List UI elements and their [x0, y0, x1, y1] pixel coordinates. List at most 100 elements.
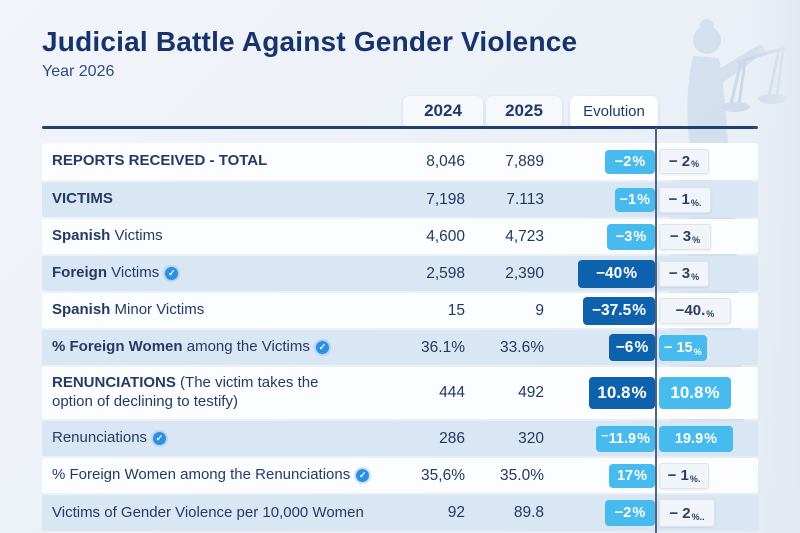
row-label: REPORTS RECEIVED - TOTAL — [42, 152, 403, 171]
value-2024: 2,598 — [426, 264, 465, 282]
evolution-cell-primary: −6% — [562, 334, 656, 361]
evolution-badge-primary: −2% — [605, 500, 655, 526]
value-2025: 9 — [535, 301, 544, 319]
value-2024: 444 — [439, 384, 465, 401]
evolution-cell-secondary: − 1%. — [656, 186, 758, 213]
row-label-bold: VICTIMS — [52, 190, 113, 208]
table-row: Foreign Victims ✓ 2,598 2,390 −40% − 3% — [42, 256, 758, 291]
table-row: % Foreign Women among the Victims ✓ 36.1%… — [42, 330, 758, 365]
info-icon[interactable]: ✓ — [153, 431, 167, 445]
row-label-bold: Spanish — [52, 227, 111, 245]
row-label-text: Victims — [110, 227, 163, 245]
value-2025: 33.6% — [500, 338, 544, 356]
evolution-cell-secondary: − 2% — [656, 149, 758, 174]
evolution-cell-primary: −1% — [562, 187, 656, 212]
evolution-cell-secondary: − 2%.. — [656, 499, 758, 527]
evolution-cell-primary: ⁻11.9% — [562, 425, 656, 452]
value-2024: 286 — [439, 429, 465, 447]
row-label-text: Minor Victims — [110, 301, 205, 319]
value-2025: 7.113 — [506, 190, 544, 208]
row-label: Spanish Victims — [42, 227, 403, 246]
evolution-cell-secondary: 19.9% — [656, 425, 758, 452]
row-label-text: % Foreign Women among the Renunciations — [52, 466, 351, 484]
evolution-badge-secondary: − 2% — [659, 149, 709, 174]
value-2024: 4,600 — [426, 227, 465, 245]
evolution-badge-secondary: 19.9% — [659, 425, 733, 452]
evolution-cell-secondary: −40.% — [656, 297, 758, 324]
evolution-badge-primary: −1% — [614, 187, 655, 212]
evolution-cell-secondary: − 3% — [656, 223, 758, 250]
table-body: REPORTS RECEIVED - TOTAL 8,046 7,889 −2%… — [42, 129, 758, 531]
table-row: RENUNCIATIONS (The victim takes the opti… — [42, 367, 758, 419]
evolution-cell-secondary: − 15% — [656, 334, 758, 361]
row-label: VICTIMS — [42, 190, 403, 209]
table-row: Spanish Victims 4,600 4,723 −3% − 3% — [42, 219, 758, 254]
row-label-text: among the Victims — [182, 338, 310, 356]
row-label-bold: Spanish — [52, 301, 111, 319]
statue-head — [693, 26, 721, 54]
evolution-badge-secondary: − 15% — [659, 334, 707, 361]
evolution-cell-primary: 10.8% — [562, 377, 656, 409]
table-header: 2024 2025 Evolution — [42, 95, 758, 126]
page-subtitle: Year 2026 — [42, 63, 115, 80]
row-label: Spanish Minor Victims — [42, 301, 403, 320]
value-2025: 4,723 — [505, 227, 544, 245]
value-2024: 35,6% — [421, 466, 465, 484]
table-row: REPORTS RECEIVED - TOTAL 8,046 7,889 −2%… — [42, 143, 758, 180]
info-icon[interactable]: ✓ — [356, 468, 370, 482]
row-label-text: (The victim takes the option of declinin… — [52, 374, 319, 410]
evolution-badge-secondary: 10.8% — [659, 377, 731, 409]
evolution-cell-primary: −37.5% — [562, 296, 656, 325]
row-label-text: Renunciations — [52, 429, 148, 447]
value-2024: 36.1% — [421, 338, 465, 356]
row-label: Renunciations ✓ — [42, 429, 403, 448]
value-2025: 35.0% — [500, 466, 544, 484]
value-2025: 89.8 — [513, 504, 544, 521]
table-row: % Foreign Women among the Renunciations ✓… — [42, 458, 758, 493]
evolution-badge-secondary: −40.% — [659, 297, 731, 324]
row-label-bold: REPORTS RECEIVED - TOTAL — [52, 152, 268, 170]
value-2025: 7,889 — [505, 152, 544, 170]
table-row: Renunciations ✓ 286 320 ⁻11.9% 19.9% — [42, 421, 758, 456]
table-row: Victims of Gender Violence per 10,000 Wo… — [42, 495, 758, 531]
evolution-badge-secondary: − 3% — [659, 260, 709, 287]
row-label-bold: RENUNCIATIONS — [52, 374, 176, 392]
value-2024: 7,198 — [426, 190, 465, 208]
evolution-cell-primary: −3% — [562, 223, 656, 250]
statistics-table: 2024 2025 Evolution REPORTS RECEIVED - T… — [42, 95, 758, 533]
value-2024: 15 — [447, 301, 465, 319]
evolution-cell-primary: 17% — [562, 463, 656, 488]
evolution-cell-primary: −40% — [562, 259, 656, 288]
row-label: Foreign Victims ✓ — [42, 264, 403, 283]
evolution-badge-primary: 17% — [609, 463, 655, 488]
row-label-bold: % Foreign Women — [52, 338, 183, 356]
info-icon[interactable]: ✓ — [315, 340, 329, 354]
evolution-badge-primary: ⁻11.9% — [596, 425, 655, 452]
column-header-2025: 2025 — [486, 96, 562, 126]
evolution-badge-secondary: − 1%. — [659, 462, 709, 489]
evolution-badge-primary: 10.8% — [589, 377, 655, 409]
row-label: % Foreign Women among the Renunciations ✓ — [42, 466, 403, 485]
evolution-badge-primary: −6% — [609, 334, 655, 361]
evolution-badge-secondary: − 1%. — [659, 186, 711, 213]
header-divider — [42, 126, 758, 129]
table-row: VICTIMS 7,198 7.113 −1% − 1%. — [42, 182, 758, 217]
evolution-cell-primary: −2% — [562, 500, 656, 526]
value-2025: 2,390 — [505, 264, 544, 282]
evolution-badge-primary: −40% — [578, 259, 655, 288]
evolution-cell-secondary: − 3% — [656, 260, 758, 287]
value-2025: 320 — [518, 429, 544, 447]
row-label-text: Victims of Gender Violence per 10,000 Wo… — [52, 503, 364, 521]
table-row: Spanish Minor Victims 15 9 −37.5% −40.% — [42, 293, 758, 328]
row-label: RENUNCIATIONS (The victim takes the opti… — [42, 374, 403, 412]
evolution-cell-secondary: 10.8% — [656, 377, 758, 409]
info-icon[interactable]: ✓ — [165, 266, 179, 280]
evolution-divider-line — [655, 128, 657, 533]
evolution-cell-secondary: − 1%. — [656, 462, 758, 489]
value-2024: 8,046 — [426, 152, 465, 170]
page-title: Judicial Battle Against Gender Violence — [42, 26, 578, 57]
evolution-cell-primary: −2% — [562, 149, 656, 174]
row-label: % Foreign Women among the Victims ✓ — [42, 338, 403, 357]
evolution-badge-primary: −3% — [607, 223, 655, 250]
